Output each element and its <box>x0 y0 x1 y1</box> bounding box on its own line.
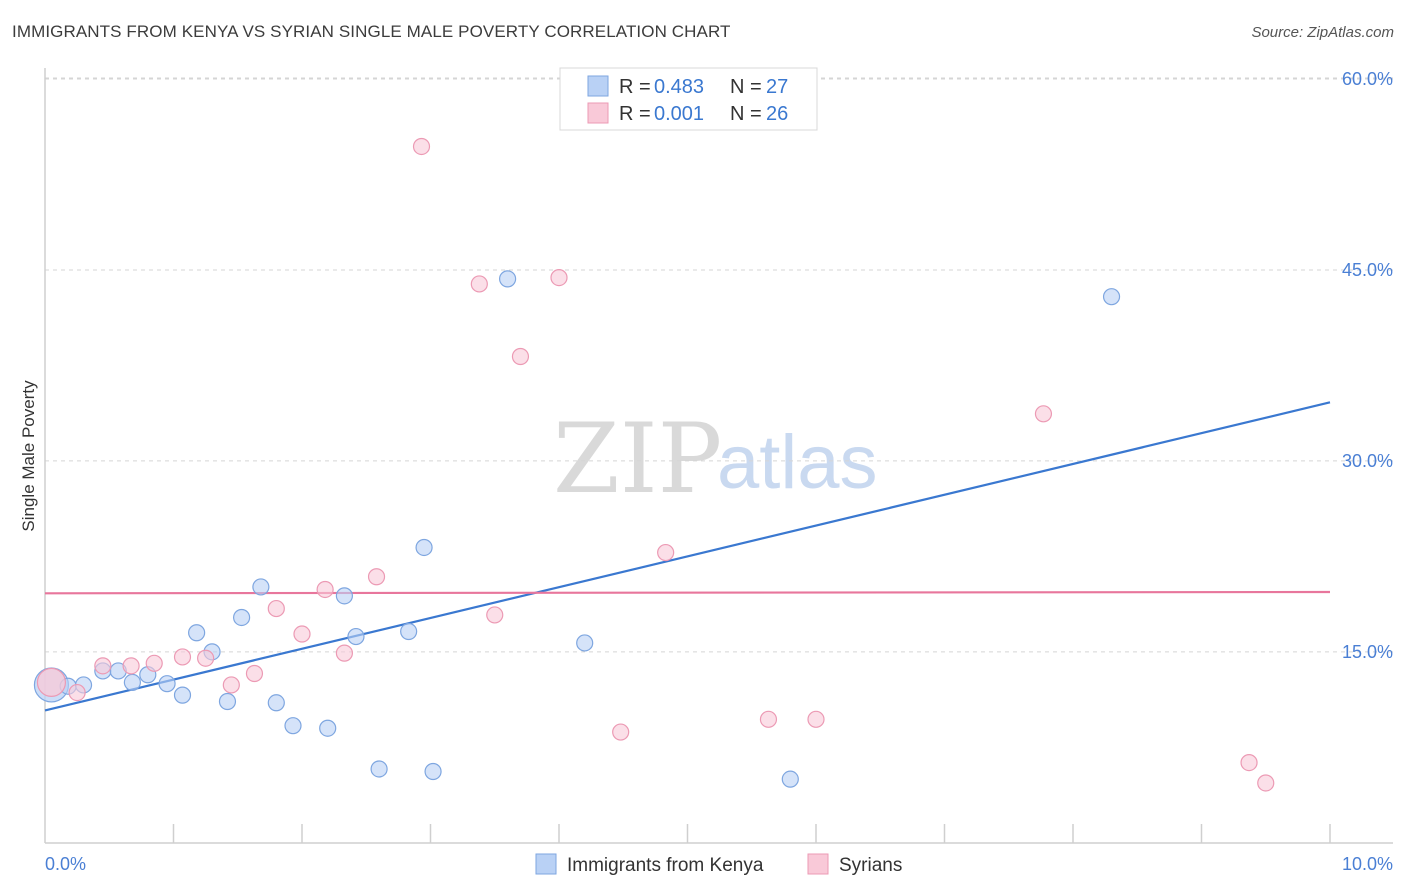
point-syria-21 <box>759 710 778 728</box>
data-points <box>33 137 1275 792</box>
grid <box>45 77 1393 653</box>
point-syria-6 <box>197 649 215 667</box>
point-syria-22 <box>807 710 825 728</box>
legend-r-label-syria: R = <box>619 103 656 125</box>
point-kenya-8 <box>173 686 192 704</box>
point-syria-17 <box>511 347 530 366</box>
point-syria-14 <box>412 137 431 156</box>
point-kenya-16 <box>319 719 337 737</box>
point-kenya-24 <box>576 634 594 652</box>
x-tick-label-min: 0.0% <box>45 854 86 874</box>
trend-line-syria <box>44 590 1331 595</box>
point-kenya-15 <box>284 717 302 735</box>
y-tick-label-30: 30.0% <box>1342 451 1393 471</box>
point-syria-23 <box>1034 405 1053 423</box>
point-kenya-22 <box>424 762 442 781</box>
point-kenya-25 <box>781 770 799 788</box>
legend-r-label-kenya: R = <box>619 76 656 98</box>
y-tick-label-15: 15.0% <box>1342 642 1393 662</box>
legend-n-label-syria: N = <box>730 103 767 125</box>
point-syria-25 <box>1257 774 1275 792</box>
series-legend-label-kenya: Immigrants from Kenya <box>567 855 764 876</box>
point-syria-15 <box>470 275 488 293</box>
point-kenya-11 <box>218 692 237 711</box>
series-legend-label-syria: Syrians <box>839 855 902 876</box>
point-syria-24 <box>1240 754 1258 772</box>
y-tick-label-45: 45.0% <box>1342 260 1393 280</box>
point-kenya-7 <box>158 675 176 693</box>
point-syria-5 <box>173 648 192 666</box>
point-kenya-20 <box>400 622 418 641</box>
point-syria-1 <box>68 683 86 702</box>
legend-n-value-syria: 26 <box>766 103 788 125</box>
point-syria-4 <box>145 654 163 672</box>
x-tick-label-max: 10.0% <box>1342 854 1393 874</box>
point-syria-16 <box>486 606 504 624</box>
source-credit: Source: ZipAtlas.com <box>1251 24 1394 41</box>
point-syria-10 <box>293 625 311 643</box>
point-kenya-5 <box>123 673 141 692</box>
y-tick-labels: 15.0% 30.0% 45.0% 60.0% <box>1342 69 1393 662</box>
series-legend-swatch-kenya <box>535 853 557 875</box>
legend-swatch-kenya <box>587 75 609 97</box>
point-syria-3 <box>122 657 140 675</box>
point-kenya-26 <box>1102 288 1121 306</box>
point-syria-13 <box>367 568 386 586</box>
watermark-atlas: atlas <box>717 420 878 505</box>
point-syria-8 <box>245 664 264 683</box>
point-kenya-12 <box>233 608 251 627</box>
x-ticks <box>172 824 1331 843</box>
point-kenya-17 <box>335 587 354 605</box>
y-tick-label-60: 60.0% <box>1342 69 1393 89</box>
point-syria-9 <box>267 599 285 618</box>
legend-n-label-kenya: N = <box>730 76 767 98</box>
point-kenya-18 <box>347 627 365 646</box>
point-syria-12 <box>335 644 354 662</box>
point-syria-7 <box>222 676 240 694</box>
correlation-legend: R = 0.483 N = 27 R = 0.001 N = 26 <box>559 67 818 131</box>
legend-swatch-syria <box>587 102 609 124</box>
point-kenya-19 <box>370 760 388 778</box>
point-syria-2 <box>94 657 112 675</box>
legend-r-value-syria: 0.001 <box>654 103 704 125</box>
point-syria-11 <box>316 580 334 599</box>
point-kenya-13 <box>252 578 270 596</box>
point-kenya-14 <box>267 694 285 712</box>
watermark-zip: ZIP <box>553 403 722 515</box>
chart-title: IMMIGRANTS FROM KENYA VS SYRIAN SINGLE M… <box>12 22 731 41</box>
series-legend-swatch-syria <box>807 853 829 875</box>
point-syria-19 <box>612 723 630 741</box>
point-syria-0 <box>36 667 67 698</box>
trend-line-kenya <box>44 401 1331 712</box>
point-kenya-9 <box>188 624 206 642</box>
legend-n-value-kenya: 27 <box>766 76 788 98</box>
point-syria-18 <box>550 268 568 287</box>
point-kenya-23 <box>499 270 517 288</box>
legend-r-value-kenya: 0.483 <box>654 76 704 98</box>
point-kenya-21 <box>415 538 433 557</box>
point-syria-20 <box>657 543 675 562</box>
series-legend: Immigrants from Kenya Syrians <box>535 853 902 876</box>
y-axis-title: Single Male Poverty <box>19 380 38 532</box>
